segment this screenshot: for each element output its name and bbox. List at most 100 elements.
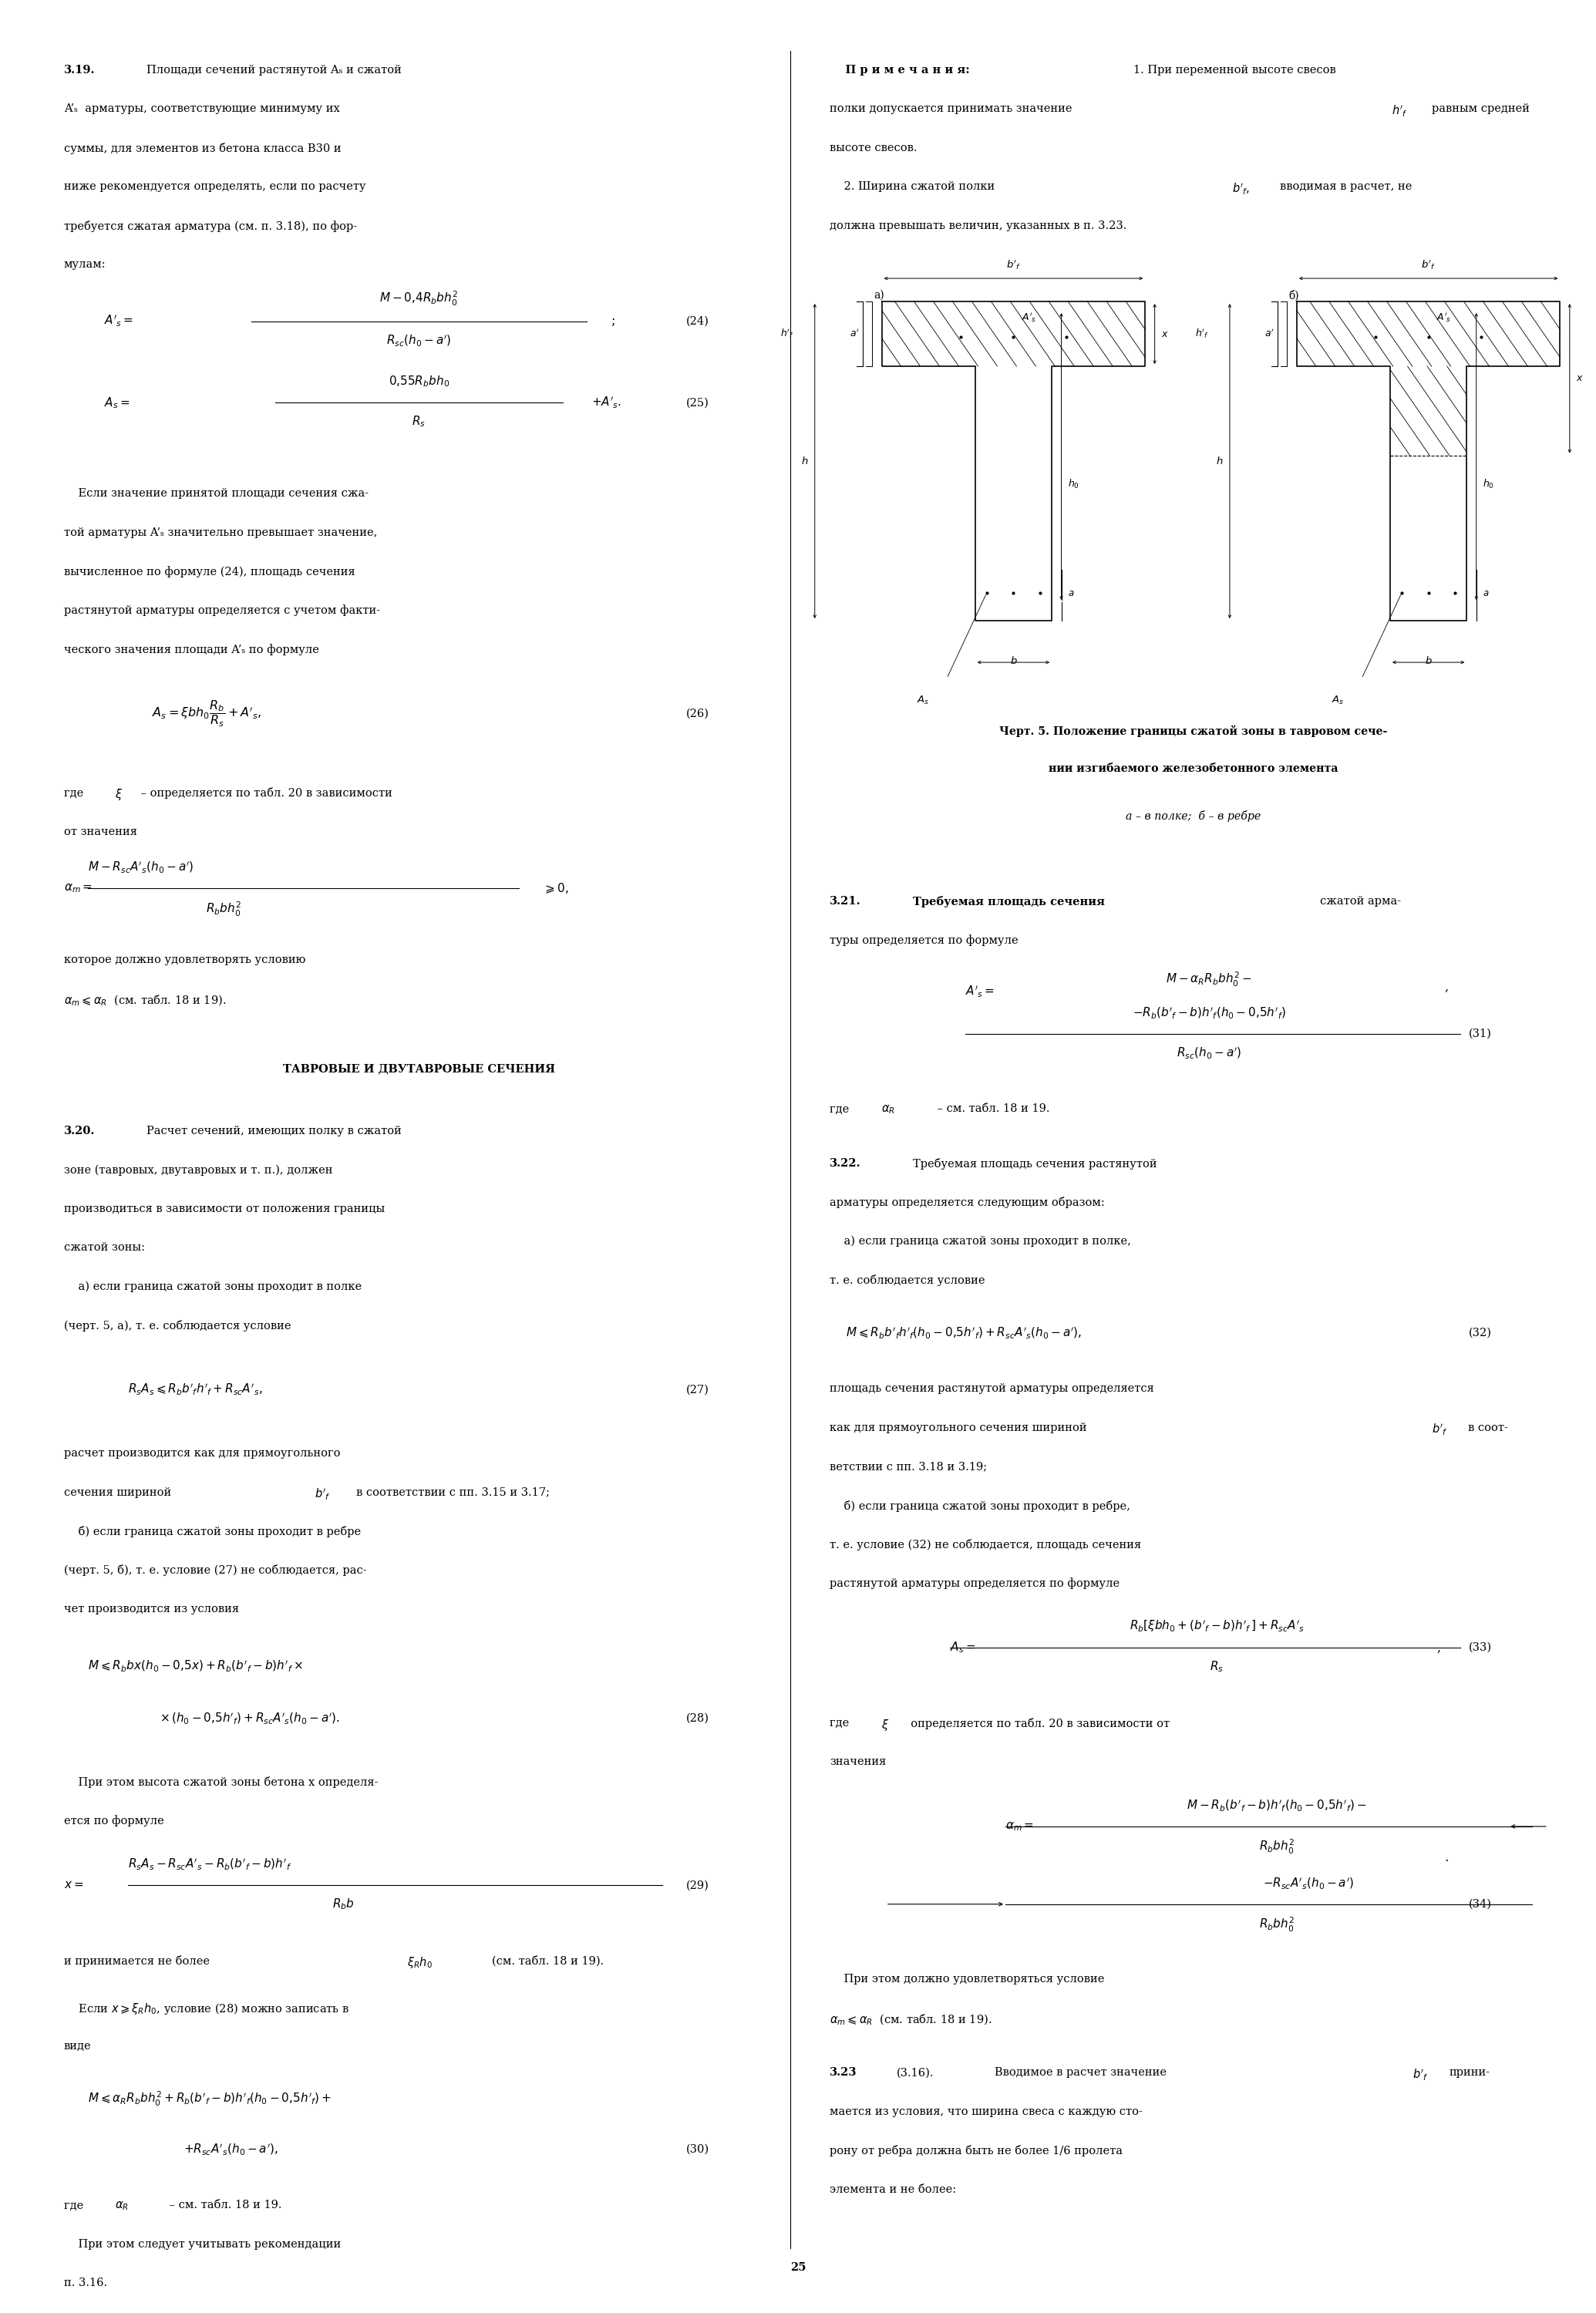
Text: ,: , — [1444, 981, 1448, 995]
Text: (32): (32) — [1468, 1328, 1491, 1339]
Text: (34): (34) — [1468, 1899, 1491, 1911]
Text: $\times\,(h_0 - 0{,}5h'_f) + R_{sc}A'_s(h_0 - a').$: $\times\,(h_0 - 0{,}5h'_f) + R_{sc}A'_s(… — [160, 1712, 340, 1725]
Text: Черт. 5. Положение границы сжатой зоны в тавровом сече-: Черт. 5. Положение границы сжатой зоны в… — [999, 724, 1387, 738]
Text: вводимая в расчет, не: вводимая в расчет, не — [1280, 180, 1412, 192]
Text: 3.20.: 3.20. — [64, 1126, 96, 1136]
Text: (28): (28) — [686, 1714, 709, 1723]
Text: – см. табл. 18 и 19.: – см. табл. 18 и 19. — [166, 2200, 282, 2211]
Text: б) если граница сжатой зоны проходит в ребре: б) если граница сжатой зоны проходит в р… — [64, 1527, 361, 1538]
Text: $;$: $;$ — [610, 315, 614, 328]
Text: $\alpha_m \leqslant \alpha_R$  (см. табл. 18 и 19).: $\alpha_m \leqslant \alpha_R$ (см. табл.… — [64, 995, 227, 1008]
Text: (30): (30) — [686, 2144, 710, 2156]
Text: $M - \alpha_R R_b b h_0^2 -$: $M - \alpha_R R_b b h_0^2 -$ — [1167, 971, 1251, 988]
Text: $M \leqslant R_b bx(h_0 - 0{,}5x) + R_b(b'_f - b)h'_f \times$: $M \leqslant R_b bx(h_0 - 0{,}5x) + R_b(… — [88, 1658, 303, 1672]
Text: $A_s =$: $A_s =$ — [950, 1640, 975, 1654]
Text: $M - 0{,}4R_b bh_0^2$: $M - 0{,}4R_b bh_0^2$ — [380, 289, 458, 308]
Text: (31): (31) — [1468, 1029, 1491, 1039]
Text: $b$: $b$ — [1425, 655, 1432, 666]
Text: $A'_s =$: $A'_s =$ — [966, 985, 994, 999]
Text: $- R_b(b'_f - b)h'_f(h_0 - 0{,}5h'_f)$: $- R_b(b'_f - b)h'_f(h_0 - 0{,}5h'_f)$ — [1132, 1006, 1286, 1020]
Text: ,: , — [1436, 1642, 1440, 1654]
Text: $\xi_R h_0$: $\xi_R h_0$ — [407, 1954, 433, 1971]
Text: $R_s$: $R_s$ — [412, 414, 426, 428]
Text: площадь сечения растянутой арматуры определяется: площадь сечения растянутой арматуры опре… — [830, 1383, 1154, 1395]
Text: растянутой арматуры определяется с учетом факти-: растянутой арматуры определяется с учето… — [64, 606, 380, 615]
Text: растянутой арматуры определяется по формуле: растянутой арматуры определяется по форм… — [830, 1577, 1120, 1589]
Text: $A_s = \xi b h_0 \dfrac{R_b}{R_s} + A'_s,$: $A_s = \xi b h_0 \dfrac{R_b}{R_s} + A'_s… — [152, 699, 262, 729]
Text: равным средней: равным средней — [1432, 104, 1529, 113]
Text: арматуры определяется следующим образом:: арматуры определяется следующим образом: — [830, 1196, 1104, 1207]
Text: Площади сечений растянутой Aₛ и сжатой: Площади сечений растянутой Aₛ и сжатой — [147, 65, 402, 76]
Text: определяется по табл. 20 в зависимости от: определяется по табл. 20 в зависимости о… — [903, 1719, 1170, 1730]
Text: элемента и не более:: элемента и не более: — [830, 2183, 956, 2195]
Text: значения: значения — [830, 1756, 886, 1767]
Text: $A'_s$: $A'_s$ — [1021, 312, 1036, 324]
Text: $- R_{sc}A'_s(h_0 - a')$: $- R_{sc}A'_s(h_0 - a')$ — [1262, 1876, 1355, 1890]
Text: $R_b b$: $R_b b$ — [332, 1897, 354, 1911]
Text: $x$: $x$ — [1575, 372, 1583, 384]
Text: $h_0$: $h_0$ — [1068, 479, 1079, 490]
Text: б): б) — [1290, 289, 1299, 301]
Text: $A_s$: $A_s$ — [1331, 694, 1344, 705]
Text: должна превышать величин, указанных в п. 3.23.: должна превышать величин, указанных в п.… — [830, 220, 1127, 231]
Text: рону от ребра должна быть не более 1/6 пролета: рону от ребра должна быть не более 1/6 п… — [830, 2144, 1124, 2156]
Text: как для прямоугольного сечения шириной: как для прямоугольного сечения шириной — [830, 1422, 1090, 1434]
Text: а) если граница сжатой зоны проходит в полке,: а) если граница сжатой зоны проходит в п… — [830, 1235, 1132, 1247]
Text: При этом должно удовлетворяться условие: При этом должно удовлетворяться условие — [830, 1973, 1104, 1985]
Text: $x$: $x$ — [1162, 328, 1168, 340]
Text: $\alpha_R$: $\alpha_R$ — [881, 1103, 895, 1115]
Text: (24): (24) — [686, 317, 709, 326]
Text: ТАВРОВЫЕ И ДВУТАВРОВЫЕ СЕЧЕНИЯ: ТАВРОВЫЕ И ДВУТАВРОВЫЕ СЕЧЕНИЯ — [282, 1064, 555, 1073]
Text: и принимается не более: и принимается не более — [64, 1954, 214, 1966]
Text: $M \leqslant R_b b'_f h'_f(h_0 - 0{,}5h'_f) + R_{sc}A'_s(h_0 - a'),$: $M \leqslant R_b b'_f h'_f(h_0 - 0{,}5h'… — [846, 1325, 1082, 1339]
Text: (3.16).: (3.16). — [897, 2068, 934, 2077]
Text: $R_s$: $R_s$ — [1210, 1658, 1224, 1675]
Text: ветствии с пп. 3.18 и 3.19;: ветствии с пп. 3.18 и 3.19; — [830, 1462, 988, 1471]
Text: $\alpha_R$: $\alpha_R$ — [115, 2200, 129, 2211]
Text: 3.22.: 3.22. — [830, 1159, 862, 1168]
Text: 3.23: 3.23 — [830, 2068, 857, 2077]
Text: ется по формуле: ется по формуле — [64, 1816, 164, 1827]
Text: $h$: $h$ — [801, 456, 808, 467]
Text: $a'$: $a'$ — [849, 328, 859, 340]
Text: где: где — [830, 1719, 852, 1728]
Text: требуется сжатая арматура (см. п. 3.18), по фор-: требуется сжатая арматура (см. п. 3.18),… — [64, 220, 358, 231]
Text: которое должно удовлетворять условию: которое должно удовлетворять условию — [64, 955, 305, 965]
Text: $b'_f$: $b'_f$ — [1005, 259, 1021, 271]
Text: П р и м е ч а н и я:: П р и м е ч а н и я: — [830, 65, 970, 76]
Text: – см. табл. 18 и 19.: – см. табл. 18 и 19. — [934, 1103, 1050, 1115]
Text: 3.19.: 3.19. — [64, 65, 96, 76]
Text: $h$: $h$ — [1216, 456, 1223, 467]
Text: При этом высота сжатой зоны бетона x определя-: При этом высота сжатой зоны бетона x опр… — [64, 1776, 378, 1788]
Text: ниже рекомендуется определять, если по расчету: ниже рекомендуется определять, если по р… — [64, 180, 365, 192]
Text: сжатой арма-: сжатой арма- — [1320, 895, 1401, 907]
Text: $M - R_b(b'_f - b)h'_f(h_0 - 0{,}5h'_f) -$: $M - R_b(b'_f - b)h'_f(h_0 - 0{,}5h'_f) … — [1187, 1797, 1366, 1813]
Text: A’ₛ  арматуры, соответствующие минимуму их: A’ₛ арматуры, соответствующие минимуму и… — [64, 104, 340, 113]
Text: $A'_s$: $A'_s$ — [1436, 312, 1451, 324]
Text: 3.21.: 3.21. — [830, 895, 862, 907]
Text: $R_s A_s \leqslant R_b b'_f h'_f + R_{sc}A'_s,$: $R_s A_s \leqslant R_b b'_f h'_f + R_{sc… — [128, 1383, 262, 1397]
Text: высоте свесов.: высоте свесов. — [830, 143, 918, 153]
Text: б) если граница сжатой зоны проходит в ребре,: б) если граница сжатой зоны проходит в р… — [830, 1501, 1130, 1513]
Text: $a'$: $a'$ — [1264, 328, 1274, 340]
Text: $h_0$: $h_0$ — [1483, 479, 1494, 490]
Text: виде: виде — [64, 2040, 91, 2052]
Text: $R_b b h_0^2$: $R_b b h_0^2$ — [206, 900, 241, 918]
Text: а) если граница сжатой зоны проходит в полке: а) если граница сжатой зоны проходит в п… — [64, 1281, 362, 1293]
Text: $0{,}55R_b bh_0$: $0{,}55R_b bh_0$ — [388, 375, 450, 389]
Text: $a$: $a$ — [1483, 588, 1489, 599]
Text: $x =$: $x =$ — [64, 1880, 83, 1890]
Text: мается из условия, что ширина свеса с каждую сто-: мается из условия, что ширина свеса с ка… — [830, 2107, 1143, 2116]
Text: $+ A'_s.$: $+ A'_s.$ — [591, 396, 621, 409]
Text: $R_b b h_0^2$: $R_b b h_0^2$ — [1259, 1915, 1294, 1934]
Text: $R_{sc}(h_0 - a')$: $R_{sc}(h_0 - a')$ — [386, 333, 452, 347]
Text: Если значение принятой площади сечения сжа-: Если значение принятой площади сечения с… — [64, 488, 369, 500]
Text: нии изгибаемого железобетонного элемента: нии изгибаемого железобетонного элемента — [1049, 763, 1337, 775]
Text: ческого значения площади A’ₛ по формуле: ческого значения площади A’ₛ по формуле — [64, 643, 319, 655]
Text: мулам:: мулам: — [64, 259, 105, 271]
Text: .: . — [1444, 1850, 1449, 1864]
Text: $R_s A_s - R_{sc}A'_s - R_b(b'_f - b)h'_f$: $R_s A_s - R_{sc}A'_s - R_b(b'_f - b)h'_… — [128, 1857, 292, 1871]
Text: $h'_f$: $h'_f$ — [1392, 104, 1408, 118]
Text: т. е. соблюдается условие: т. е. соблюдается условие — [830, 1274, 985, 1286]
Text: $\alpha_m =$: $\alpha_m =$ — [1005, 1820, 1034, 1832]
